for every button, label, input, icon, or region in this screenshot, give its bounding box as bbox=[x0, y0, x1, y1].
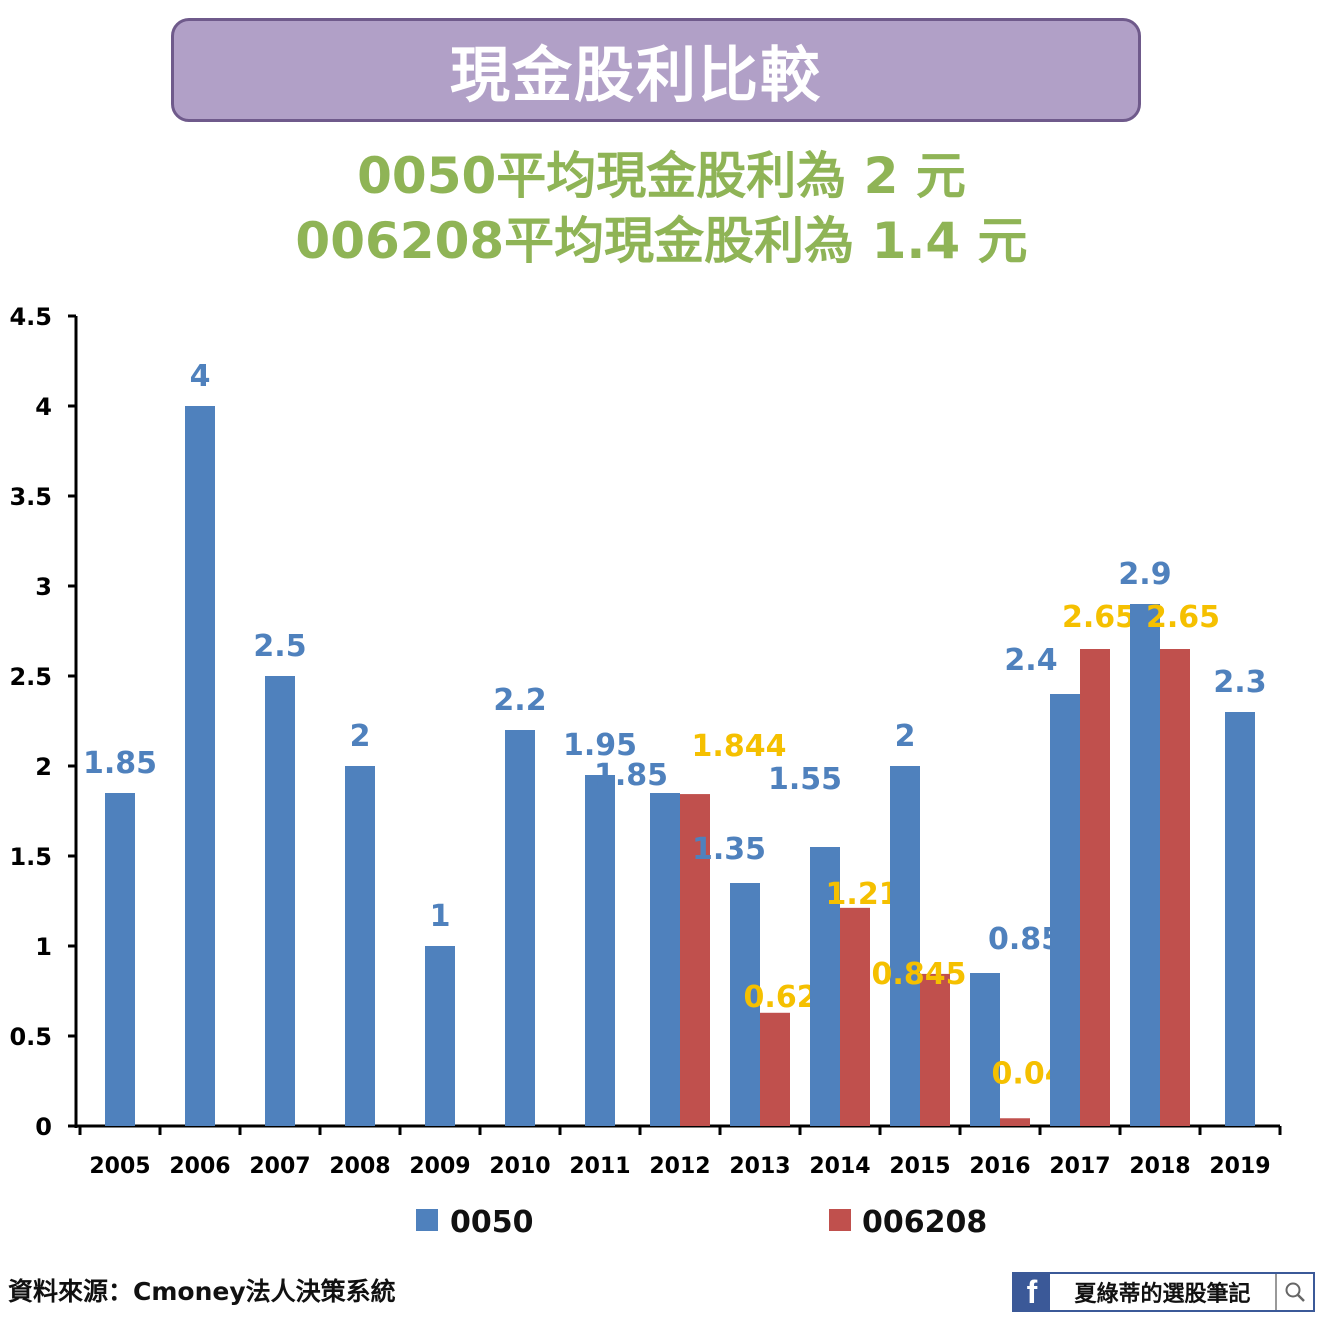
y-tick-label: 4.5 bbox=[9, 303, 52, 331]
bar-0050 bbox=[105, 793, 135, 1126]
legend-label-0050: 0050 bbox=[450, 1205, 534, 1240]
x-tick-label: 2013 bbox=[729, 1154, 790, 1179]
legend-swatch-006208 bbox=[829, 1209, 851, 1231]
facebook-page-name: 夏綠蒂的選股筆記 bbox=[1074, 1282, 1251, 1307]
x-tick-label: 2017 bbox=[1049, 1154, 1110, 1179]
x-tick-label: 2019 bbox=[1209, 1154, 1270, 1179]
x-tick-label: 2006 bbox=[169, 1154, 230, 1179]
bar-0050 bbox=[1130, 604, 1160, 1126]
data-label-006208: 1.844 bbox=[692, 729, 787, 764]
data-label-006208: 0.845 bbox=[872, 957, 967, 992]
x-tick-label: 2015 bbox=[889, 1154, 950, 1179]
bar-0050 bbox=[1225, 712, 1255, 1126]
bar-0050 bbox=[890, 766, 920, 1126]
data-label-006208: 2.65 bbox=[1146, 600, 1220, 635]
bar-006208 bbox=[1000, 1118, 1030, 1126]
legend-label-006208: 006208 bbox=[862, 1205, 987, 1240]
bar-006208 bbox=[920, 973, 950, 1126]
y-tick-label: 2 bbox=[35, 753, 52, 781]
bar-0050 bbox=[425, 946, 455, 1126]
data-label-006208: 2.65 bbox=[1062, 600, 1136, 635]
y-tick-label: 2.5 bbox=[9, 663, 52, 691]
data-label-0050: 4 bbox=[190, 359, 211, 394]
data-label-0050: 1.85 bbox=[83, 746, 157, 781]
y-tick-label: 3 bbox=[35, 573, 52, 601]
data-label-0050: 0.85 bbox=[988, 922, 1062, 957]
bar-0050 bbox=[265, 676, 295, 1126]
bar-0050 bbox=[730, 883, 760, 1126]
chart-title-box: 現金股利比較 bbox=[171, 18, 1141, 122]
x-tick-label: 2018 bbox=[1129, 1154, 1190, 1179]
y-tick-label: 1.5 bbox=[9, 843, 52, 871]
subtitle-0050: 0050平均現金股利為 2 元 bbox=[357, 147, 966, 205]
x-tick-label: 2012 bbox=[649, 1154, 710, 1179]
search-icon[interactable] bbox=[1275, 1274, 1313, 1310]
x-tick-label: 2009 bbox=[409, 1154, 470, 1179]
data-label-0050: 2 bbox=[350, 719, 371, 754]
facebook-page-badge[interactable]: f 夏綠蒂的選股筆記 bbox=[1012, 1272, 1315, 1312]
x-tick-label: 2011 bbox=[569, 1154, 630, 1179]
data-label-0050: 2.3 bbox=[1213, 665, 1266, 700]
data-source-note: 資料來源：Cmoney法人決策系統 bbox=[8, 1277, 396, 1306]
y-tick-label: 1 bbox=[35, 933, 52, 961]
data-label-0050: 2.5 bbox=[253, 629, 306, 664]
x-tick-label: 2008 bbox=[329, 1154, 390, 1179]
subtitle-006208: 006208平均現金股利為 1.4 元 bbox=[295, 212, 1028, 270]
data-label-0050: 2.9 bbox=[1118, 557, 1171, 592]
chart-title: 現金股利比較 bbox=[450, 40, 822, 111]
bar-0050 bbox=[185, 406, 215, 1126]
x-tick-label: 2005 bbox=[89, 1154, 150, 1179]
data-label-0050: 1.95 bbox=[563, 728, 637, 763]
bar-0050 bbox=[345, 766, 375, 1126]
x-tick-label: 2007 bbox=[249, 1154, 310, 1179]
data-label-0050: 1.35 bbox=[692, 832, 766, 867]
bar-006208 bbox=[1160, 649, 1190, 1126]
facebook-icon: f bbox=[1014, 1274, 1050, 1310]
data-label-0050: 2.2 bbox=[493, 683, 546, 718]
bar-006208 bbox=[760, 1012, 790, 1126]
y-tick-label: 0.5 bbox=[9, 1023, 52, 1051]
legend-swatch-0050 bbox=[416, 1209, 438, 1231]
data-label-0050: 1 bbox=[430, 899, 451, 934]
y-tick-label: 0 bbox=[35, 1113, 52, 1141]
bar-006208 bbox=[840, 907, 870, 1126]
bar-0050 bbox=[1050, 694, 1080, 1126]
bar-0050 bbox=[650, 793, 680, 1126]
x-tick-label: 2010 bbox=[489, 1154, 550, 1179]
bar-006208 bbox=[1080, 649, 1110, 1126]
data-label-0050: 2.4 bbox=[1004, 643, 1057, 678]
y-tick-label: 4 bbox=[35, 393, 52, 421]
bar-0050 bbox=[970, 973, 1000, 1126]
y-tick-label: 3.5 bbox=[9, 483, 52, 511]
data-label-0050: 2 bbox=[895, 719, 916, 754]
bar-006208 bbox=[680, 794, 710, 1126]
data-label-0050: 1.85 bbox=[594, 758, 668, 793]
bar-0050 bbox=[505, 730, 535, 1126]
bar-0050 bbox=[585, 775, 615, 1126]
x-tick-label: 2016 bbox=[969, 1154, 1030, 1179]
x-tick-label: 2014 bbox=[809, 1154, 870, 1179]
data-label-0050: 1.55 bbox=[768, 762, 842, 797]
bar-0050 bbox=[810, 847, 840, 1126]
